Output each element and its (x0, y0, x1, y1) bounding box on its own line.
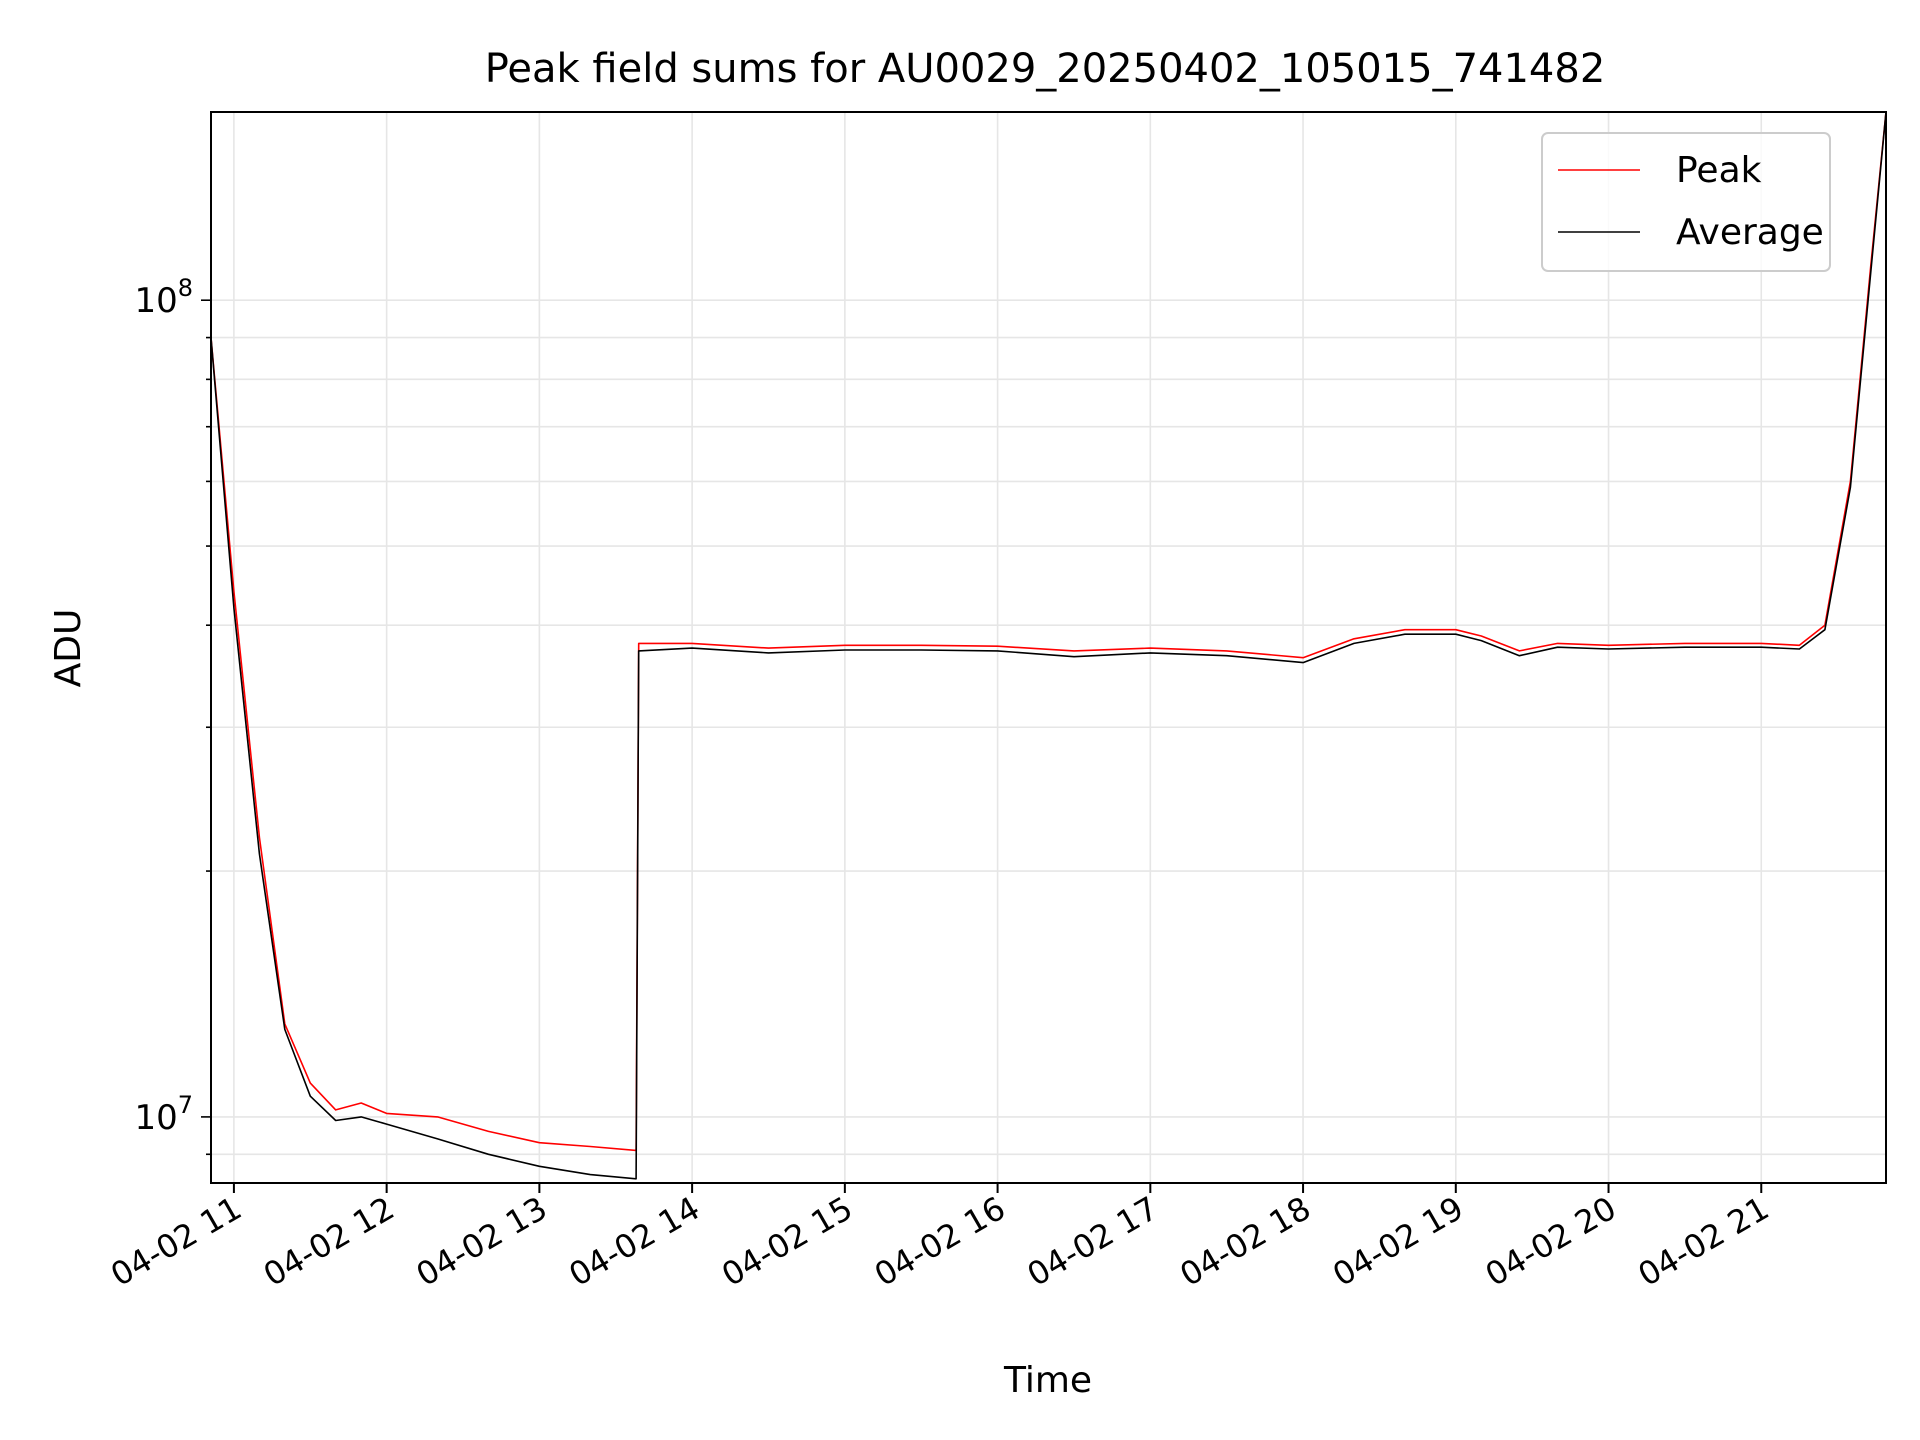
legend-label-average: Average (1676, 212, 1824, 253)
legend-box (1541, 132, 1831, 272)
legend: Peak Average (1541, 132, 1831, 272)
y-tick-label: 108 (134, 274, 193, 321)
x-axis-label: Time (1003, 1360, 1092, 1401)
y-tick-base: 10 (134, 281, 177, 321)
legend-label-peak: Peak (1676, 150, 1762, 191)
series-line-average (210, 111, 1887, 1180)
y-tick-label: 107 (134, 1091, 193, 1138)
y-tick-exponent: 8 (178, 274, 193, 302)
chart-title: Peak field sums for AU0029_20250402_1050… (485, 46, 1606, 92)
plot-frame (210, 111, 1887, 1184)
y-tick-exponent: 7 (178, 1091, 193, 1119)
y-axis-label: ADU (48, 609, 89, 688)
y-tick-base: 10 (134, 1098, 177, 1138)
series-line-peak (210, 111, 1887, 1152)
plot-lines (210, 111, 1887, 1180)
